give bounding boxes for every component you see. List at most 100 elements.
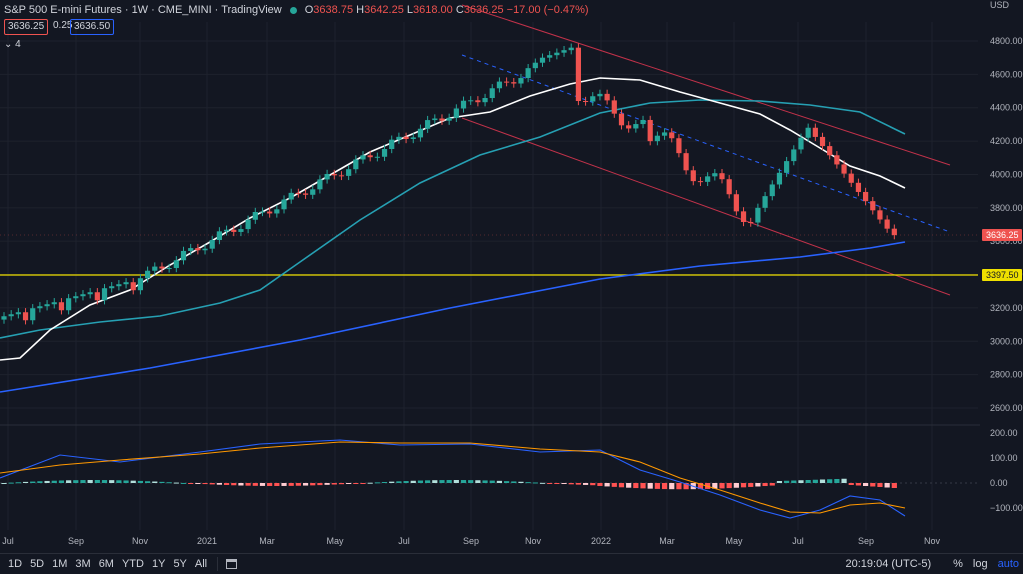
candle-body — [805, 127, 811, 138]
range-ytd[interactable]: YTD — [121, 558, 144, 570]
macd-histogram-bar — [331, 483, 337, 485]
price-tick-label: 3000.00 — [990, 336, 1023, 346]
candle-body — [626, 125, 632, 129]
macd-histogram-bar — [116, 480, 122, 483]
price-tick-label: 4000.00 — [990, 169, 1023, 179]
indicator-collapse-toggle[interactable]: ⌄ 4 — [4, 39, 21, 50]
range-all[interactable]: All — [194, 558, 208, 570]
price-axis[interactable]: USD 4800.00 4600.00 4400.00 4200.00 4000.00 38… — [980, 0, 1023, 530]
macd-histogram-bar — [719, 483, 725, 489]
time-tick-label: 2021 — [197, 536, 217, 546]
macd-histogram-bar — [209, 483, 215, 485]
ask-price-box[interactable]: 3636.50 — [70, 19, 115, 35]
macd-histogram-bar — [288, 483, 294, 486]
candle-body — [73, 296, 79, 299]
macd-histogram-bar — [173, 482, 179, 484]
macd-histogram-bar — [94, 480, 100, 483]
macd-histogram-bar — [575, 483, 581, 485]
range-1m[interactable]: 1M — [52, 558, 68, 570]
candle-body — [381, 148, 388, 157]
macd-histogram-bar — [446, 480, 452, 483]
macd-histogram-bar — [37, 481, 43, 483]
clock-time[interactable]: 20:19:04 (UTC-5) — [845, 558, 932, 570]
macd-histogram-bar — [195, 483, 201, 484]
candle-body — [439, 118, 445, 121]
symbol-title[interactable]: S&P 500 E-mini Futures · 1W · CME_MINI ·… — [4, 4, 282, 16]
range-3m[interactable]: 3M — [75, 558, 91, 570]
macd-histogram-bar — [819, 479, 826, 483]
price-tick-label: 4400.00 — [990, 103, 1023, 113]
macd-histogram-bar — [755, 483, 761, 487]
candle-body — [769, 184, 775, 197]
candle-body — [302, 193, 309, 195]
candle-body — [855, 182, 862, 192]
candle-body — [152, 266, 158, 271]
auto-scale-toggle[interactable]: auto — [997, 558, 1019, 570]
macd-histogram-bar — [511, 481, 517, 483]
candle-body — [669, 132, 675, 139]
chevron-down-icon: ⌄ — [4, 39, 13, 50]
candle-body — [647, 119, 653, 142]
trend-channel[interactable] — [461, 4, 951, 296]
percent-scale-toggle[interactable]: % — [953, 558, 963, 570]
price-change: −17.00 (−0.47%) — [506, 4, 589, 16]
price-tick-label: 2600.00 — [990, 403, 1023, 413]
price-tick-label: 4600.00 — [990, 69, 1023, 79]
candle-body — [180, 250, 187, 261]
range-6m[interactable]: 6M — [98, 558, 114, 570]
macd-histogram-bar — [259, 483, 266, 486]
range-5y[interactable]: 5Y — [173, 558, 187, 570]
candle-body — [884, 219, 890, 229]
macd-histogram-bar — [238, 483, 244, 486]
candle-body — [66, 298, 72, 311]
candle-body — [676, 138, 682, 154]
macd-histogram-bar — [611, 483, 617, 487]
macd-histogram-bar — [870, 483, 876, 487]
range-1y[interactable]: 1Y — [151, 558, 166, 570]
macd-axis[interactable]: 200.00 100.00 0.00 −100.00 — [990, 428, 1023, 513]
log-scale-toggle[interactable]: log — [972, 558, 988, 570]
candle-body — [130, 282, 136, 291]
time-tick-label: May — [725, 536, 743, 546]
candle-body — [618, 113, 625, 126]
time-tick-label: Nov — [525, 536, 542, 546]
candle-body — [80, 294, 86, 297]
macd-histogram-bar — [15, 482, 21, 484]
range-5d[interactable]: 5D — [30, 558, 45, 570]
candle-body — [697, 181, 704, 183]
macd-histogram-bar — [410, 480, 416, 483]
moving-averages — [0, 77, 906, 393]
macd-histogram-bar — [231, 483, 237, 486]
candle-body — [690, 170, 696, 182]
macd-histogram-bar — [439, 480, 445, 483]
candle-body — [525, 68, 531, 79]
price-tick-label: 4200.00 — [990, 136, 1023, 146]
candle-body — [719, 173, 725, 180]
macd-histogram-bar — [554, 483, 560, 484]
candle-body — [640, 119, 646, 125]
candle-body — [554, 52, 560, 56]
macd-histogram-bar — [834, 479, 840, 483]
candle-body — [798, 137, 804, 150]
candle-body — [274, 209, 280, 214]
ma-20-line — [0, 77, 906, 361]
grid-lines — [0, 22, 1023, 530]
macd-histogram-bar — [812, 479, 818, 483]
macd-histogram-bar — [145, 481, 151, 483]
range-1d[interactable]: 1D — [8, 558, 23, 570]
candle-body — [417, 128, 424, 138]
calendar-icon[interactable] — [226, 559, 238, 569]
macd-tick-label: 0.00 — [990, 478, 1008, 488]
macd-histogram-bar — [561, 483, 567, 484]
candle-body — [784, 161, 790, 173]
macd-histogram-bar — [683, 483, 689, 490]
bid-price-box[interactable]: 3636.25 — [4, 19, 49, 35]
candle-body — [468, 100, 474, 102]
macd-histogram-bar — [776, 481, 783, 483]
candle-body — [496, 81, 503, 89]
candle-body — [245, 219, 251, 230]
time-axis[interactable]: Jul Sep Nov 2021 Mar May Jul Sep Nov 2022 Mar May Ju… — [2, 536, 940, 546]
macd-histogram-bar — [496, 480, 503, 483]
candle-body — [281, 199, 287, 210]
